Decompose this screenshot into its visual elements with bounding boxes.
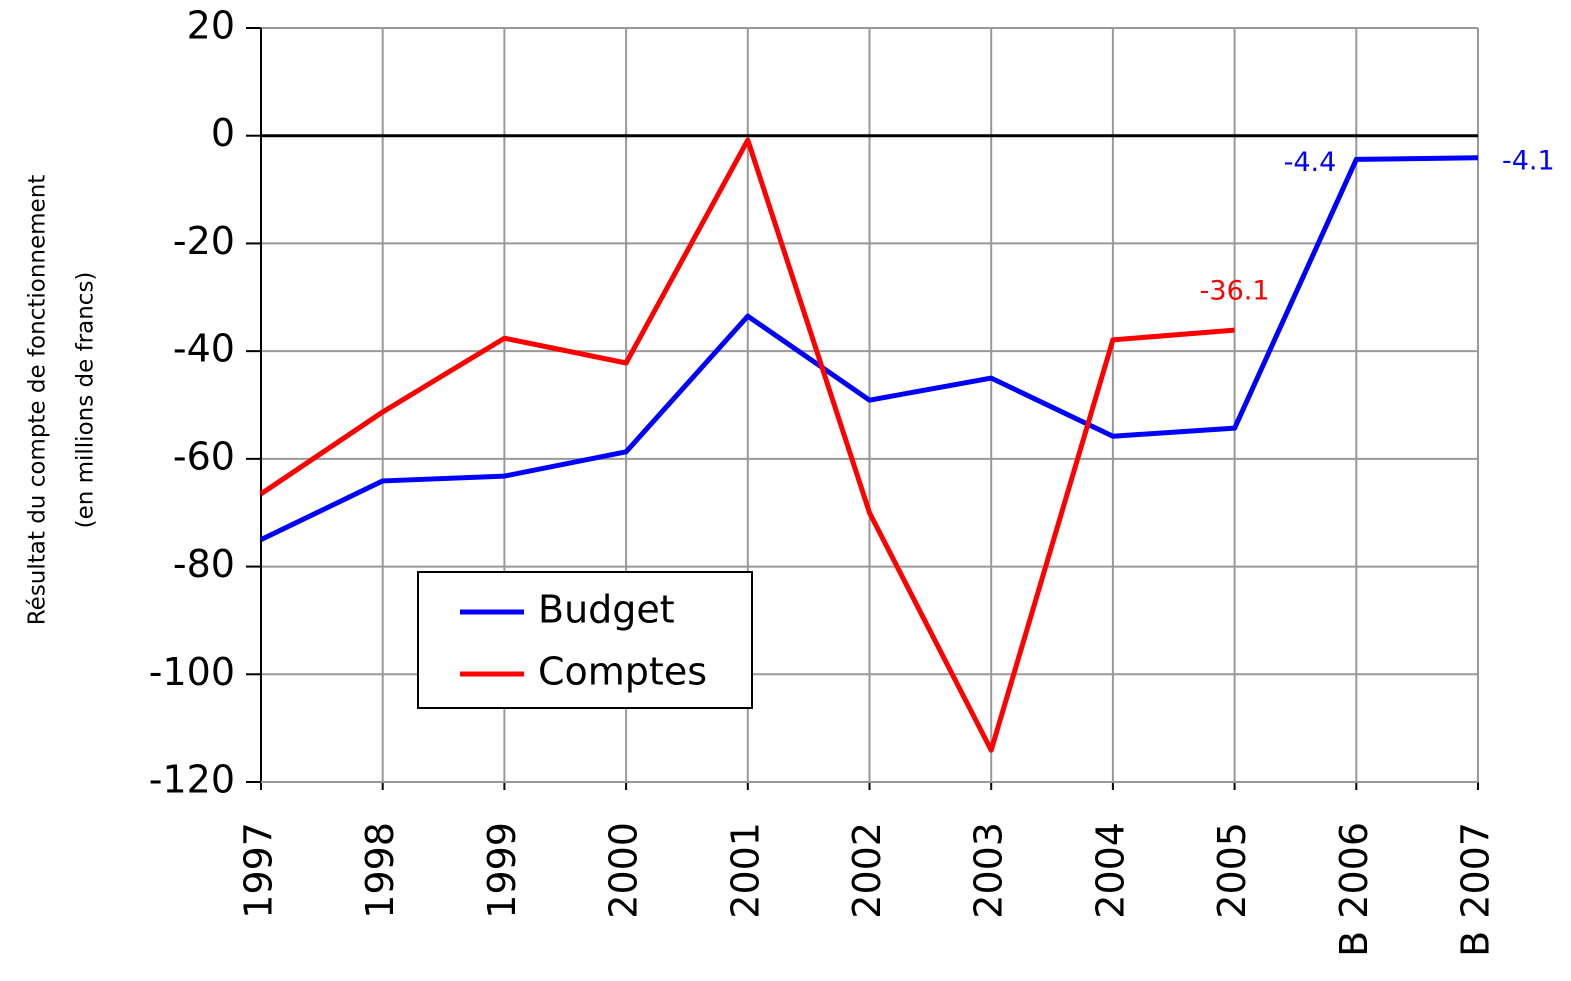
x-tick-label: 2000 [602, 822, 646, 919]
y-tick-label: -80 [173, 542, 235, 586]
y-tick-label: -60 [173, 434, 235, 478]
y-tick-label: 20 [187, 4, 235, 48]
x-tick-label: 2001 [723, 822, 767, 919]
y-axis-label: (en millions de francs) [73, 272, 99, 529]
x-tick-label: B 2007 [1454, 822, 1498, 957]
y-tick-label: -40 [173, 327, 235, 371]
y-tick-label: -20 [173, 219, 235, 263]
y-tick-label: -120 [149, 758, 235, 802]
line-series [259, 137, 1235, 753]
x-tick-label: 2005 [1210, 822, 1254, 919]
y-axis-label: Résultat du compte de fonctionnement [25, 175, 51, 626]
x-tick-label: 1998 [358, 822, 402, 919]
y-tick-label: -100 [149, 650, 235, 694]
legend-label: Comptes [538, 650, 707, 694]
x-tick-label: 1999 [480, 822, 524, 919]
data-label: -36.1 [1200, 276, 1270, 307]
x-tick-label: 2004 [1088, 822, 1132, 919]
x-tick-label: B 2006 [1332, 822, 1376, 957]
legend-box [417, 571, 753, 709]
x-tick-label: 1997 [237, 822, 281, 919]
line-series [259, 155, 1479, 542]
x-tick-label: 2002 [845, 822, 889, 919]
y-tick-label: 0 [211, 111, 235, 155]
data-label: -4.1 [1502, 145, 1555, 176]
legend-label: Budget [538, 588, 675, 632]
data-label: -4.4 [1284, 147, 1337, 178]
x-tick-label: 2003 [967, 822, 1011, 919]
